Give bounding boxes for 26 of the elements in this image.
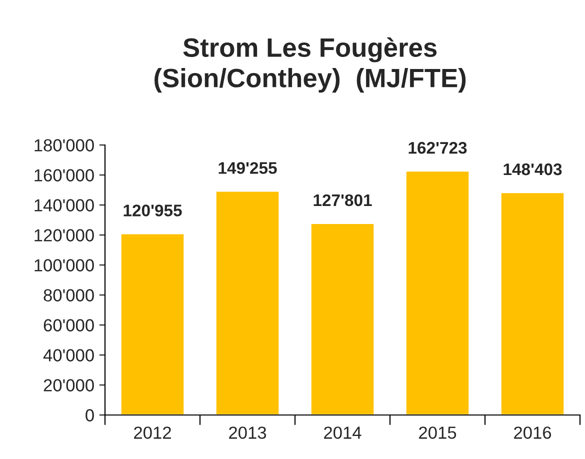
y-tick-label: 180'000 xyxy=(34,139,94,152)
chart-title: Strom Les Fougères (Sion/Conthey) (MJ/FTE) xyxy=(154,37,466,93)
bar xyxy=(310,222,376,415)
y-tick-label: 160'000 xyxy=(34,169,94,182)
data-label: 162'723 xyxy=(408,142,467,154)
y-tick-label: 120'000 xyxy=(34,229,94,242)
data-label: 120'955 xyxy=(124,204,182,216)
x-tick-label: 2013 xyxy=(229,426,266,439)
y-tick-label: 20'000 xyxy=(44,379,94,392)
y-tick-label: 60'000 xyxy=(44,319,94,332)
y-tick-label: 100'000 xyxy=(34,259,94,272)
bar xyxy=(214,190,280,415)
bar xyxy=(404,170,470,415)
y-tick-label: 80'000 xyxy=(44,289,94,302)
x-tick-label: 2016 xyxy=(514,426,552,439)
y-tick-label: 140'000 xyxy=(34,199,94,212)
y-tick-label: 40'000 xyxy=(43,349,94,362)
y-tick-label: 0 xyxy=(86,409,94,422)
x-tick-label: 2014 xyxy=(324,426,362,439)
bar xyxy=(120,232,186,415)
data-label: 148'403 xyxy=(504,163,562,176)
data-label: 127'801 xyxy=(314,194,372,206)
x-tick-label: 2015 xyxy=(419,426,456,439)
bar xyxy=(500,192,566,415)
data-label: 149'255 xyxy=(218,162,277,174)
x-tick-label: 2012 xyxy=(134,426,171,439)
